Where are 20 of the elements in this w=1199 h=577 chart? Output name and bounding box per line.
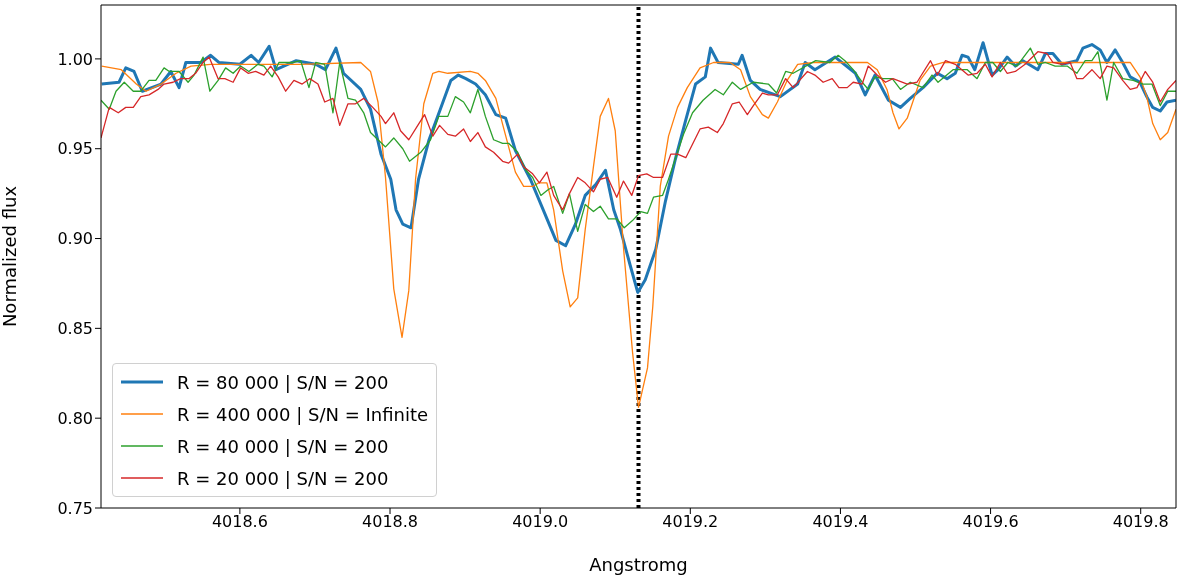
- y-tick-label: 1.00: [57, 49, 93, 69]
- y-tick-label: 0.90: [57, 229, 93, 249]
- y-axis-title: Normalized flux: [0, 185, 21, 328]
- y-tick-label: 0.80: [57, 408, 93, 428]
- y-tick-label: 0.95: [57, 139, 93, 159]
- x-axis-title: Angstromg: [589, 554, 688, 575]
- x-tick-label: 4019.0: [512, 512, 569, 532]
- x-tick-label: 4019.8: [1112, 512, 1169, 532]
- legend-label: R = 80 000 | S/N = 200: [177, 371, 389, 393]
- x-tick-label: 4019.2: [662, 512, 719, 532]
- x-tick-label: 4019.6: [962, 512, 1019, 532]
- y-tick-label: 0.75: [57, 498, 93, 518]
- legend-label: R = 40 000 | S/N = 200: [177, 435, 389, 457]
- y-tick-label: 0.85: [57, 319, 93, 339]
- legend-label: R = 20 000 | S/N = 200: [177, 467, 389, 489]
- x-tick-label: 4018.8: [362, 512, 419, 532]
- x-tick-label: 4018.6: [211, 512, 268, 532]
- legend-label: R = 400 000 | S/N = Infinite: [177, 403, 429, 425]
- x-tick-label: 4019.4: [812, 512, 869, 532]
- line-series: [101, 61, 1176, 409]
